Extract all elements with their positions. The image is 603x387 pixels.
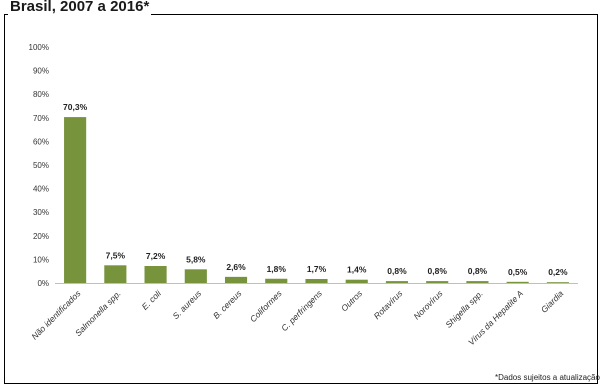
x-tick-label: Rotavírus [372, 288, 405, 321]
y-tick-label: 100% [29, 43, 49, 52]
data-label: 0,8% [387, 266, 407, 276]
bar [426, 281, 449, 283]
bar [64, 117, 87, 283]
bar [184, 269, 207, 283]
x-tick-label: Norovírus [411, 288, 445, 322]
bar [466, 281, 489, 283]
bar [305, 278, 328, 283]
data-label: 1,7% [307, 264, 327, 274]
y-tick-label: 70% [33, 114, 49, 123]
y-tick-label: 10% [33, 255, 49, 264]
data-label: 7,5% [106, 250, 126, 260]
bar [345, 279, 368, 283]
data-label: 0,8% [428, 266, 448, 276]
data-label: 0,8% [468, 266, 488, 276]
y-axis: 0% 10% 20% 30% 40% 50% 60% 70% 80% 90% 100% [29, 43, 49, 288]
x-tick-label: Giardia [539, 288, 566, 315]
bar [546, 282, 569, 283]
y-tick-label: 20% [33, 232, 49, 241]
x-tick-label: Outros [339, 288, 365, 314]
x-tick-label: E. coli [140, 288, 164, 312]
footnote: *Dados sujeitos a atualização [495, 373, 600, 382]
bar [265, 278, 288, 283]
data-label: 0,5% [508, 267, 528, 277]
bar [144, 266, 167, 283]
bars [64, 117, 569, 283]
data-label: 1,4% [347, 265, 367, 275]
chart-title: Brasil, 2007 a 2016* [8, 0, 152, 15]
chart-frame [4, 14, 598, 384]
data-label: 5,8% [186, 254, 206, 264]
data-label: 1,8% [267, 264, 287, 274]
x-tick-label: Coliformes [248, 288, 284, 324]
bar [385, 281, 409, 283]
y-tick-label: 40% [33, 185, 49, 194]
data-label: 7,2% [146, 251, 166, 261]
y-tick-label: 90% [33, 67, 49, 76]
y-tick-label: 50% [33, 161, 49, 170]
x-tick-label: C. perfringens [279, 288, 324, 333]
bar [506, 281, 529, 283]
x-tick-label: S. aureus [170, 288, 203, 321]
data-label: 0,2% [548, 267, 568, 277]
bar [224, 276, 248, 283]
y-tick-label: 30% [33, 208, 49, 217]
x-tick-label: B. cereus [211, 288, 244, 321]
y-tick-label: 80% [33, 90, 49, 99]
x-tick-label: Shigella spp. [443, 288, 484, 329]
bar [104, 265, 127, 283]
data-labels: 70,3% 7,5% 7,2% 5,8% 2,6% 1,8% 1,7% 1,4% 0,8% 0,8… [63, 102, 568, 277]
data-label: 2,6% [226, 262, 246, 272]
y-tick-label: 60% [33, 137, 49, 146]
data-label: 70,3% [63, 102, 88, 112]
y-tick-label: 0% [37, 279, 49, 288]
